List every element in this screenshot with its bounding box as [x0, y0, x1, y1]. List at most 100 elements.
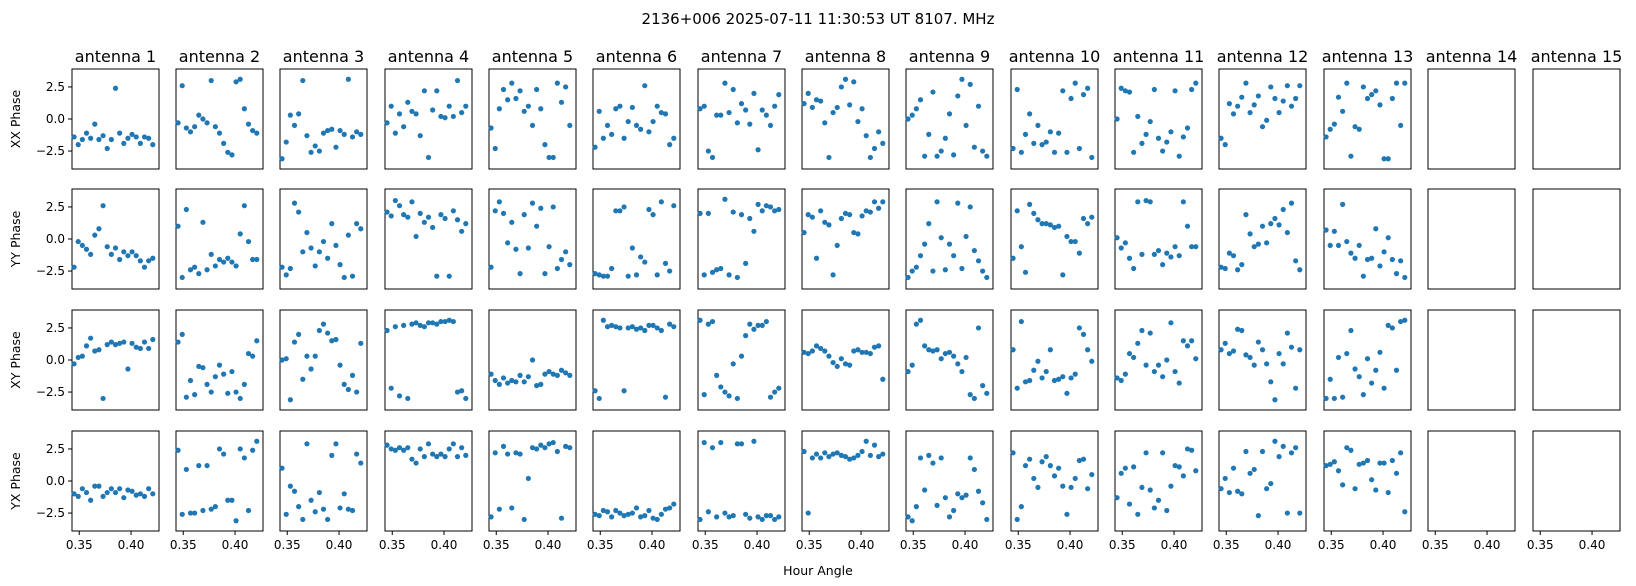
- data-point: [751, 438, 757, 444]
- subplot-panel: 0.35 0.40: [1422, 430, 1516, 552]
- data-point: [1039, 375, 1045, 381]
- data-point: [613, 324, 619, 330]
- axes-frame: [1427, 188, 1516, 290]
- data-point: [1089, 471, 1095, 478]
- data-point: [413, 111, 419, 117]
- data-point: [204, 120, 210, 126]
- data-point: [208, 77, 214, 84]
- data-point: [358, 340, 364, 346]
- data-point: [826, 454, 832, 460]
- data-point: [529, 445, 536, 451]
- subplot-panel: [384, 188, 473, 290]
- data-point: [917, 253, 924, 259]
- data-point: [1131, 464, 1137, 470]
- data-point: [1076, 250, 1082, 256]
- data-point: [734, 120, 740, 126]
- data-point: [409, 199, 415, 205]
- data-point: [392, 447, 398, 453]
- data-point: [871, 199, 878, 205]
- data-point: [847, 456, 853, 462]
- data-point: [971, 247, 977, 254]
- data-point: [1014, 385, 1020, 391]
- data-point: [1276, 350, 1282, 357]
- data-point: [1080, 331, 1087, 337]
- subplot-panel: [488, 309, 577, 411]
- subplot-panel: 0.35 0.40: [274, 430, 368, 552]
- data-point: [1331, 121, 1337, 127]
- x-tick-label: 0.35: [587, 538, 614, 552]
- data-point: [650, 515, 656, 521]
- data-point: [525, 374, 531, 380]
- data-point: [776, 92, 782, 98]
- data-point: [1085, 486, 1091, 492]
- y-tick-label: 2.5: [46, 442, 65, 456]
- data-point: [863, 208, 869, 214]
- x-tick-label: 0.35: [1318, 538, 1345, 552]
- data-point: [629, 510, 635, 516]
- data-point: [1126, 89, 1133, 95]
- data-point: [1284, 330, 1290, 336]
- data-point: [818, 98, 824, 104]
- data-point: [442, 215, 448, 222]
- axes-frame: [1218, 309, 1307, 411]
- axes-frame: [697, 309, 786, 411]
- data-point: [117, 340, 123, 346]
- data-point: [349, 273, 356, 279]
- data-point: [909, 362, 915, 368]
- data-point: [517, 88, 523, 94]
- data-point: [1381, 156, 1387, 162]
- data-point: [1293, 95, 1299, 102]
- x-tick-label: 0.40: [326, 538, 353, 552]
- subplot-panel: [384, 309, 473, 411]
- data-point: [1047, 222, 1053, 228]
- data-point: [809, 104, 815, 111]
- data-point: [125, 135, 131, 141]
- data-point: [1035, 484, 1041, 491]
- data-point: [1164, 250, 1170, 256]
- data-point: [913, 264, 919, 270]
- data-point: [567, 372, 573, 378]
- data-point: [842, 210, 849, 216]
- data-point: [454, 389, 461, 395]
- data-point: [554, 265, 560, 272]
- data-point: [554, 448, 560, 455]
- subplot-panel: [1532, 188, 1621, 290]
- data-point: [604, 509, 611, 515]
- axes-frame: [1218, 68, 1307, 170]
- data-point: [1377, 263, 1383, 269]
- data-point: [141, 264, 148, 270]
- data-point: [237, 231, 243, 237]
- data-point: [617, 510, 623, 516]
- data-point: [542, 371, 548, 377]
- data-point: [1131, 265, 1137, 272]
- data-point: [421, 324, 427, 330]
- data-point: [963, 122, 969, 129]
- data-point: [121, 495, 127, 501]
- data-point: [1014, 86, 1020, 93]
- data-point: [930, 460, 936, 466]
- data-point: [300, 249, 306, 255]
- y-tick-label: −2.5: [36, 264, 65, 278]
- data-point: [1264, 361, 1270, 367]
- data-point: [337, 362, 343, 368]
- data-point: [596, 272, 602, 278]
- data-point: [617, 103, 623, 109]
- data-point: [959, 368, 965, 375]
- data-point: [409, 108, 415, 114]
- data-point: [1255, 241, 1261, 247]
- data-point: [71, 134, 77, 140]
- data-point: [221, 451, 227, 457]
- axes-frame: [592, 68, 681, 170]
- data-point: [1193, 356, 1199, 362]
- data-point: [316, 327, 322, 334]
- subplot-panel: [1114, 188, 1203, 290]
- data-point: [709, 445, 716, 451]
- data-point: [930, 268, 936, 274]
- data-point: [650, 118, 656, 125]
- data-point: [867, 452, 873, 458]
- axes-frame: [801, 309, 890, 411]
- data-point: [1184, 125, 1191, 131]
- subplot-title: antenna 6: [596, 47, 677, 66]
- subplot-panel: 0.35 0.40: [1005, 430, 1099, 552]
- data-point: [662, 506, 669, 512]
